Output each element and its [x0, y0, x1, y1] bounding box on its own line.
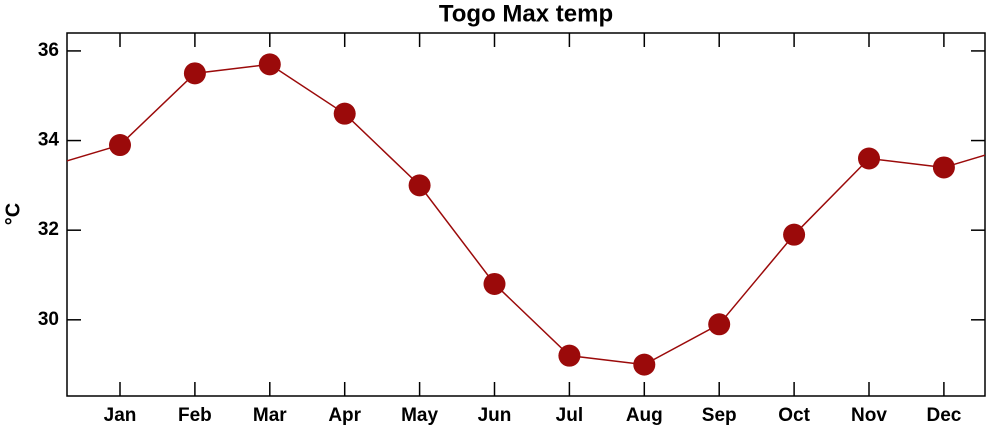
x-tick-label: Aug — [626, 405, 663, 426]
data-point — [408, 174, 431, 197]
data-point — [483, 272, 506, 295]
x-tick-label: Jan — [104, 405, 137, 426]
y-tick-label: 36 — [38, 40, 59, 61]
data-point — [633, 353, 656, 376]
y-tick-label: 32 — [38, 219, 59, 240]
x-tick-label: May — [401, 405, 438, 426]
data-point — [932, 156, 955, 179]
x-tick-label: Mar — [253, 405, 287, 426]
data-point — [783, 223, 806, 246]
x-tick-label: Apr — [328, 405, 361, 426]
series-line — [119, 63, 944, 366]
wrap-line — [943, 154, 985, 169]
data-point — [109, 134, 131, 157]
x-tick-label: Feb — [178, 405, 212, 426]
data-point — [258, 53, 281, 76]
data-point — [333, 102, 356, 125]
y-tick-label: 30 — [38, 309, 59, 330]
x-tick-label: Jul — [556, 405, 583, 426]
y-axis-label: °C — [2, 203, 24, 225]
x-tick-label: Jun — [478, 405, 512, 426]
chart-title: Togo Max temp — [439, 0, 613, 27]
x-tick-label: Oct — [778, 405, 810, 426]
x-tick-label: Nov — [851, 405, 887, 426]
x-tick-label: Dec — [926, 405, 961, 426]
plot-area — [67, 53, 985, 376]
plot-frame — [66, 32, 986, 397]
x-tick-label: Sep — [702, 405, 737, 426]
wrap-line — [67, 144, 121, 162]
data-point — [558, 344, 581, 367]
data-point — [708, 313, 731, 336]
y-tick-label: 34 — [38, 130, 60, 151]
data-point — [183, 62, 206, 85]
data-point — [858, 147, 880, 170]
